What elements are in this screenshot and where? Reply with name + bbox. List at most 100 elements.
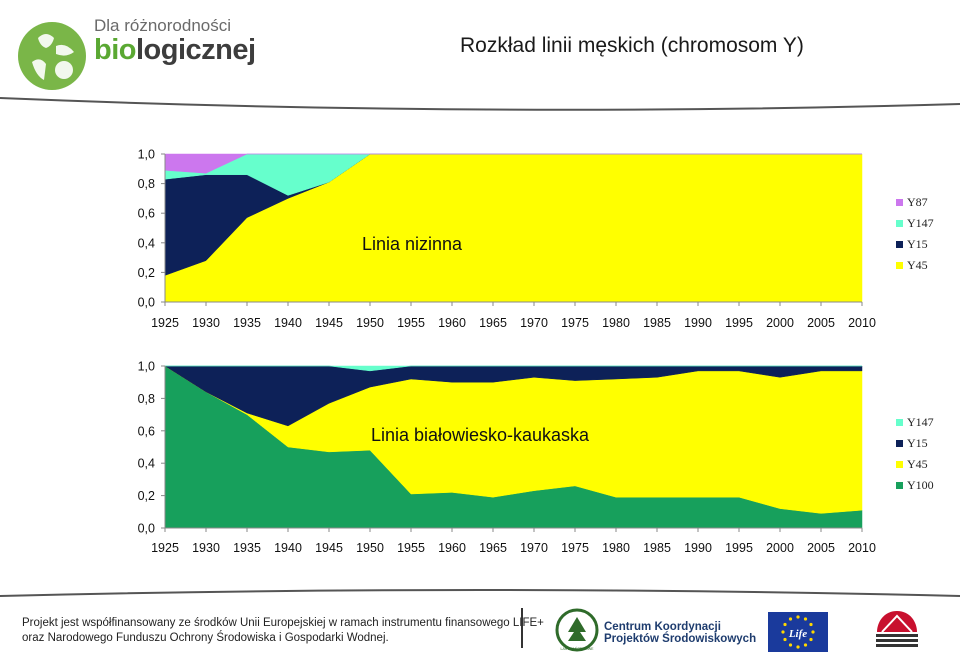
x-tick-label: 1980 bbox=[602, 316, 630, 330]
eu-star-icon bbox=[781, 630, 785, 634]
area-series-y87 bbox=[164, 153, 862, 174]
charts-canvas: 0,0 0,2 0,4 0,6 0,8 1,0 1925 1930 1935 1940 1945 19… bbox=[138, 148, 934, 556]
x-tick-label: 1975 bbox=[561, 316, 589, 330]
y-tick-label: 1,0 bbox=[138, 148, 155, 162]
page-title: Rozkład linii męskich (chromosom Y) bbox=[460, 34, 804, 57]
chart-inner-label: Linia nizinna bbox=[362, 234, 463, 254]
eu-star-icon bbox=[788, 617, 793, 621]
x-tick-label: 1955 bbox=[397, 316, 425, 330]
eu-life-text: Life bbox=[788, 628, 807, 640]
header-divider bbox=[0, 97, 960, 111]
legend-swatch-y87 bbox=[896, 199, 903, 206]
legend-swatch-y45 bbox=[896, 262, 903, 269]
eu-life-flag-icon: Life bbox=[768, 612, 828, 652]
y-tick-label: 0,4 bbox=[138, 236, 155, 250]
footer-text-line2: oraz Narodowego Funduszu Ochrony Środowi… bbox=[22, 632, 389, 644]
header: Dla różnorodności biologicznej Rozkład l… bbox=[0, 0, 960, 110]
x-tick-label: 1950 bbox=[356, 316, 384, 330]
eu-star-icon bbox=[809, 622, 813, 627]
x-tick-label: 1985 bbox=[643, 316, 671, 330]
logo-text-logicznej: logicznej bbox=[136, 34, 256, 66]
lasy-panstwowe-badge-icon: LASY PAŃSTWOWE bbox=[555, 608, 599, 652]
biodiversity-logo bbox=[18, 22, 86, 90]
x-tick-label: 2005 bbox=[807, 316, 835, 330]
eu-star-icon bbox=[796, 645, 800, 649]
eu-star-icon bbox=[783, 622, 787, 627]
x-tick-label: 1935 bbox=[233, 316, 261, 330]
x-tick-label: 1940 bbox=[274, 541, 302, 555]
area-series-y147 bbox=[165, 365, 862, 372]
y-tick-label: 0,0 bbox=[138, 296, 155, 310]
chart-legend: Y147 Y15 Y45 Y100 bbox=[896, 415, 934, 492]
ckps-text-line1: Centrum Koordynacji bbox=[604, 621, 721, 633]
x-tick-label: 1990 bbox=[684, 541, 712, 555]
eu-star-icon bbox=[809, 637, 813, 642]
x-tick-label: 1960 bbox=[438, 316, 466, 330]
x-tick-label: 1965 bbox=[479, 541, 507, 555]
footer-vertical-divider bbox=[521, 608, 523, 648]
x-tick-label: 2005 bbox=[807, 541, 835, 555]
x-tick-label: 2010 bbox=[848, 541, 876, 555]
eu-star-icon bbox=[803, 617, 808, 621]
x-tick-label: 1965 bbox=[479, 316, 507, 330]
legend-label-y15: Y15 bbox=[907, 237, 928, 251]
eu-star-icon bbox=[796, 615, 800, 619]
x-tick-label: 1930 bbox=[192, 316, 220, 330]
logo-text-line2: biologicznej bbox=[94, 34, 256, 67]
y-tick-label: 0,4 bbox=[138, 457, 155, 471]
y-tick-label: 0,2 bbox=[138, 266, 155, 280]
chart-inner-label: Linia białowiesko-kaukaska bbox=[371, 425, 590, 445]
x-tick-label: 1970 bbox=[520, 541, 548, 555]
x-tick-label: 2000 bbox=[766, 541, 794, 555]
x-tick-label: 1990 bbox=[684, 316, 712, 330]
x-tick-label: 1925 bbox=[151, 541, 179, 555]
x-tick-label: 1925 bbox=[151, 316, 179, 330]
chart-legend: Y87 Y147 Y15 Y45 bbox=[896, 195, 934, 272]
y-tick-label: 0,6 bbox=[138, 424, 155, 438]
x-tick-label: 1985 bbox=[643, 541, 671, 555]
legend-swatch-y100 bbox=[896, 482, 903, 489]
x-tick-label: 1955 bbox=[397, 541, 425, 555]
eu-star-icon bbox=[811, 630, 815, 634]
eu-star-icon bbox=[783, 637, 787, 642]
y-tick-label: 1,0 bbox=[138, 360, 155, 374]
footer: Projekt jest współfinansowany ze środków… bbox=[0, 589, 960, 657]
y-tick-label: 0,0 bbox=[138, 522, 155, 536]
x-tick-label: 1930 bbox=[192, 541, 220, 555]
y-tick-label: 0,8 bbox=[138, 177, 155, 191]
legend-swatch-y147 bbox=[896, 220, 903, 227]
x-tick-label: 2010 bbox=[848, 316, 876, 330]
x-tick-label: 1940 bbox=[274, 316, 302, 330]
x-tick-label: 1945 bbox=[315, 316, 343, 330]
area-chart-1: 0,0 0,2 0,4 0,6 0,8 1,0 1925 1930 1935 1940 1945 19… bbox=[138, 148, 934, 331]
logo-text-bio: bio bbox=[94, 34, 137, 66]
legend-label-y45: Y45 bbox=[907, 457, 928, 471]
nfosigw-logo-icon bbox=[876, 611, 918, 647]
x-tick-label: 1960 bbox=[438, 541, 466, 555]
x-tick-label: 1975 bbox=[561, 541, 589, 555]
legend-label-y15: Y15 bbox=[907, 436, 928, 450]
x-tick-label: 1995 bbox=[725, 541, 753, 555]
x-tick-label: 1950 bbox=[356, 541, 384, 555]
logo-text-line1: Dla różnorodności bbox=[94, 16, 232, 35]
x-tick-label: 2000 bbox=[766, 316, 794, 330]
x-tick-label: 1945 bbox=[315, 541, 343, 555]
legend-label-y147: Y147 bbox=[907, 415, 934, 429]
y-tick-label: 0,6 bbox=[138, 207, 155, 221]
legend-swatch-y147 bbox=[896, 419, 903, 426]
legend-swatch-y15 bbox=[896, 241, 903, 248]
ckps-text-line2: Projektów Środowiskowych bbox=[604, 633, 757, 645]
y-tick-label: 0,2 bbox=[138, 489, 155, 503]
x-tick-label: 1995 bbox=[725, 316, 753, 330]
eu-star-icon bbox=[788, 643, 793, 647]
eu-star-icon bbox=[803, 643, 808, 647]
x-tick-label: 1935 bbox=[233, 541, 261, 555]
footer-text-line1: Projekt jest współfinansowany ze środków… bbox=[22, 617, 544, 629]
area-chart-2: 0,0 0,2 0,4 0,6 0,8 1,0 1925 1930 1935 1940 1945 19… bbox=[138, 360, 934, 556]
footer-divider-line bbox=[0, 589, 960, 597]
legend-label-y45: Y45 bbox=[907, 258, 928, 272]
legend-label-y87: Y87 bbox=[907, 195, 928, 209]
x-tick-label: 1970 bbox=[520, 316, 548, 330]
legend-swatch-y45 bbox=[896, 461, 903, 468]
legend-label-y100: Y100 bbox=[907, 478, 934, 492]
